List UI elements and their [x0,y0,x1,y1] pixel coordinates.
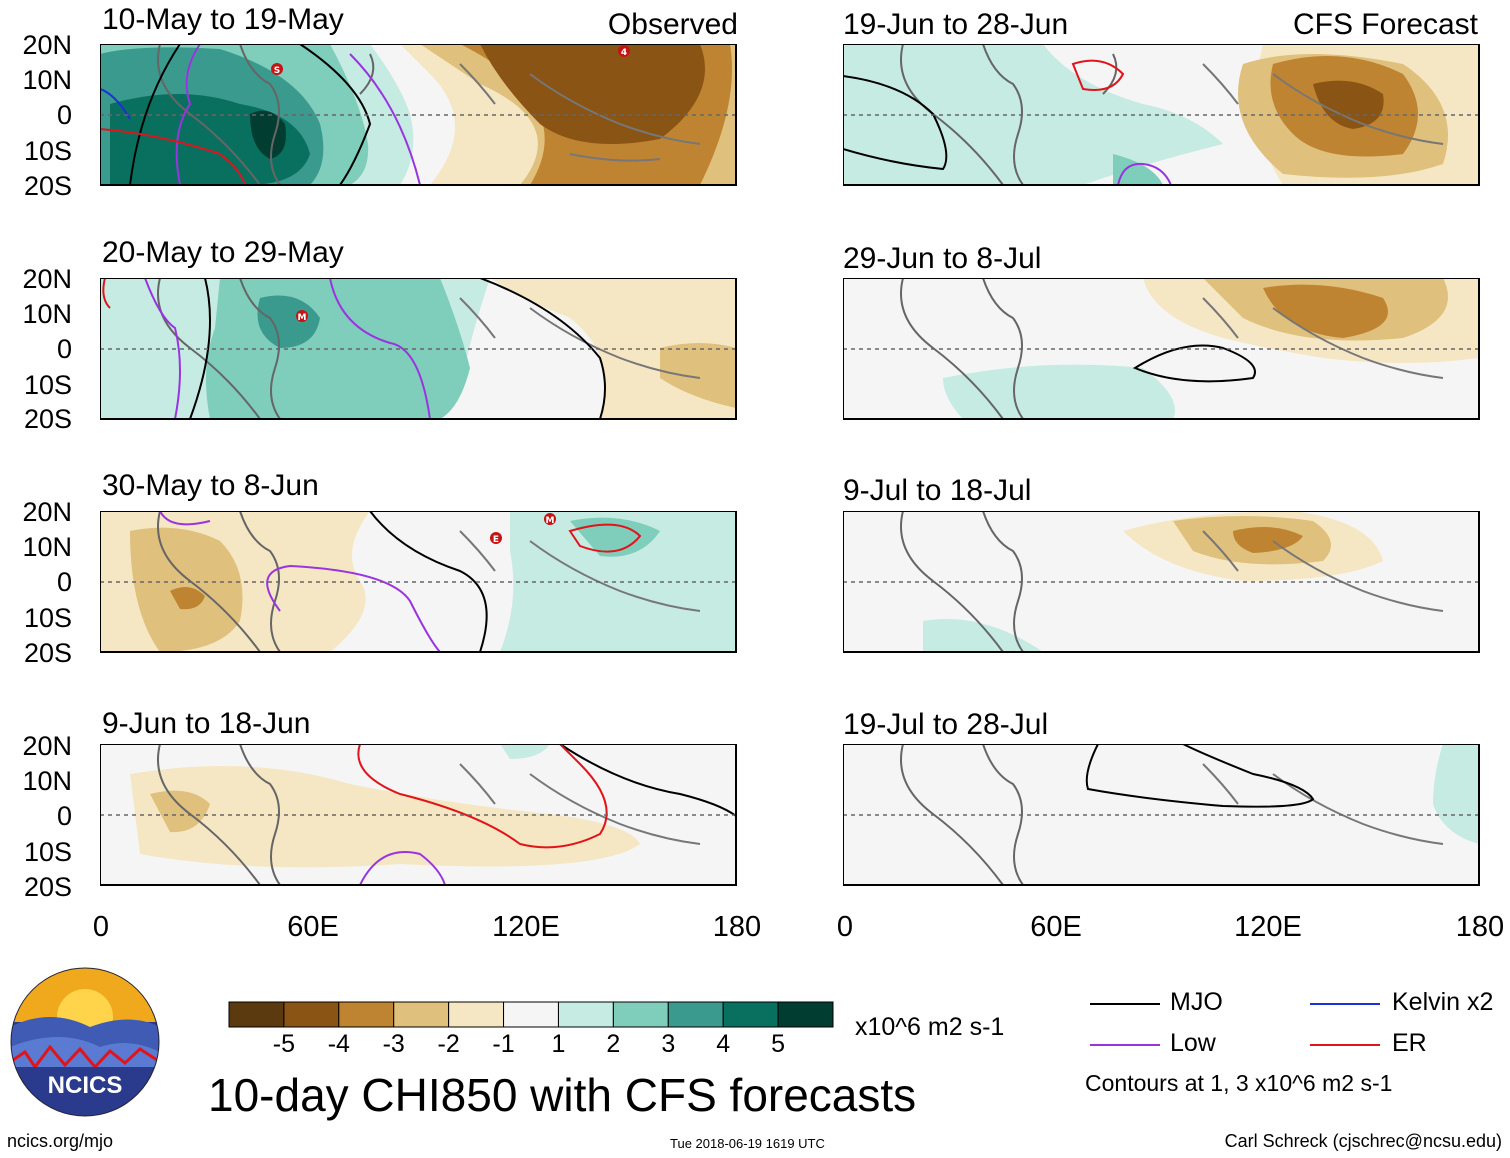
map-observed-1: S 4 [100,44,737,186]
lat-label: 20N [22,731,72,761]
colorbar-swatch [722,1001,779,1028]
storm-marker: S [271,63,283,76]
lat-label: 10S [23,837,72,867]
colorbar-tick-label: -2 [437,1030,460,1058]
storm-marker: 4 [618,45,630,58]
lat-label: 10N [22,299,72,329]
footer-url[interactable]: ncics.org/mjo [7,1131,114,1151]
lat-label: 10S [23,370,72,400]
svg-text:E: E [493,535,499,545]
panel-title-fcst-4: 19-Jul to 28-Jul [843,708,1049,741]
colorbar-swatch [393,1001,450,1028]
lat-label: 10N [22,532,72,562]
lat-label: 10S [23,136,72,166]
logo-text: NCICS [48,1072,123,1099]
colorbar-tick-label: -4 [327,1030,350,1058]
panel-title-obs-2: 20-May to 29-May [102,236,344,269]
panel-title-fcst-1: 19-Jun to 28-Jun [843,8,1069,41]
colorbar-swatch [448,1001,505,1028]
panel-title-obs-1: 10-May to 19-May [102,3,344,36]
map-forecast-2 [843,278,1480,420]
svg-text:S: S [274,66,280,76]
lat-label: 0 [56,567,72,597]
panel-title-obs-3: 30-May to 8-Jun [102,469,319,502]
ncics-logo: NCICS [10,967,160,1117]
svg-text:M: M [298,313,307,323]
colorbar-tick-label: 4 [716,1030,731,1058]
legend-line-kelvin [1310,1003,1380,1005]
lat-label: 0 [56,801,72,831]
colorbar-swatch [503,1001,559,1028]
lat-label: 20S [23,872,72,902]
lat-label: 20S [23,171,72,201]
colorbar-tick-label: 5 [771,1030,786,1058]
map-forecast-1 [843,44,1480,186]
lat-label: 20N [22,497,72,527]
lat-label: 20S [23,638,72,668]
colorbar-swatch [283,1001,340,1028]
svg-text:M: M [546,516,555,526]
svg-text:4: 4 [621,48,627,58]
legend-label-er: ER [1392,1029,1427,1057]
colorbar-tick-label: 2 [606,1030,621,1058]
footer-timestamp: Tue 2018-06-19 1619 UTC [670,1136,825,1151]
legend-label-mjo: MJO [1170,988,1223,1016]
colorbar-swatch [557,1001,614,1028]
map-observed-4 [100,744,737,886]
lat-label: 0 [56,100,72,130]
panel-title-fcst-2: 29-Jun to 8-Jul [843,242,1042,275]
colorbar-tick-label: -5 [272,1030,296,1058]
lon-label: 180 [712,911,762,943]
lon-label: 0 [836,911,854,943]
lat-label: 10N [22,65,72,95]
storm-marker: M [296,310,308,323]
colorbar-units: x10^6 m2 s-1 [855,1013,1005,1041]
colorbar [228,1001,834,1028]
legend-label-kelvin: Kelvin x2 [1392,988,1494,1016]
map-observed-2: M [100,278,737,420]
lon-label: 180 [1455,911,1505,943]
contour-note: Contours at 1, 3 x10^6 m2 s-1 [1085,1070,1393,1096]
legend-label-low: Low [1170,1029,1216,1057]
storm-marker: E [490,532,502,545]
footer-author: Carl Schreck (cjschrec@ncsu.edu) [1224,1131,1502,1151]
panel-title-fcst-3: 9-Jul to 18-Jul [843,474,1032,507]
lon-label: 60E [287,911,339,943]
map-observed-3: E M [100,511,737,653]
colorbar-tick-label: -3 [382,1030,405,1058]
lat-label: 20S [23,404,72,434]
lon-label: 120E [1234,911,1302,943]
colorbar-swatch [667,1001,724,1028]
map-forecast-3 [843,511,1480,653]
lon-label: 120E [492,911,560,943]
colorbar-swatch [612,1001,669,1028]
colorbar-swatch [228,1001,285,1028]
main-title: 10-day CHI850 with CFS forecasts [208,1069,917,1121]
legend-line-mjo [1090,1003,1160,1005]
colorbar-swatch [777,1001,834,1028]
lat-label: 0 [56,334,72,364]
legend-line-low [1090,1044,1160,1046]
storm-marker: M [544,513,556,526]
legend-line-er [1310,1044,1380,1046]
lat-label: 20N [22,30,72,60]
colorbar-tick-label: -1 [492,1030,515,1058]
lat-label: 10S [23,603,72,633]
lon-label: 60E [1030,911,1082,943]
colorbar-tick-label: 1 [551,1030,566,1058]
cfs-forecast-label: CFS Forecast [1292,8,1478,41]
lat-label: 10N [22,766,72,796]
panel-title-obs-4: 9-Jun to 18-Jun [102,707,311,740]
lon-label: 0 [92,911,110,943]
lat-label: 20N [22,264,72,294]
colorbar-swatch [338,1001,395,1028]
observed-label: Observed [607,8,738,41]
colorbar-tick-label: 3 [661,1030,676,1058]
map-forecast-4 [843,744,1480,886]
